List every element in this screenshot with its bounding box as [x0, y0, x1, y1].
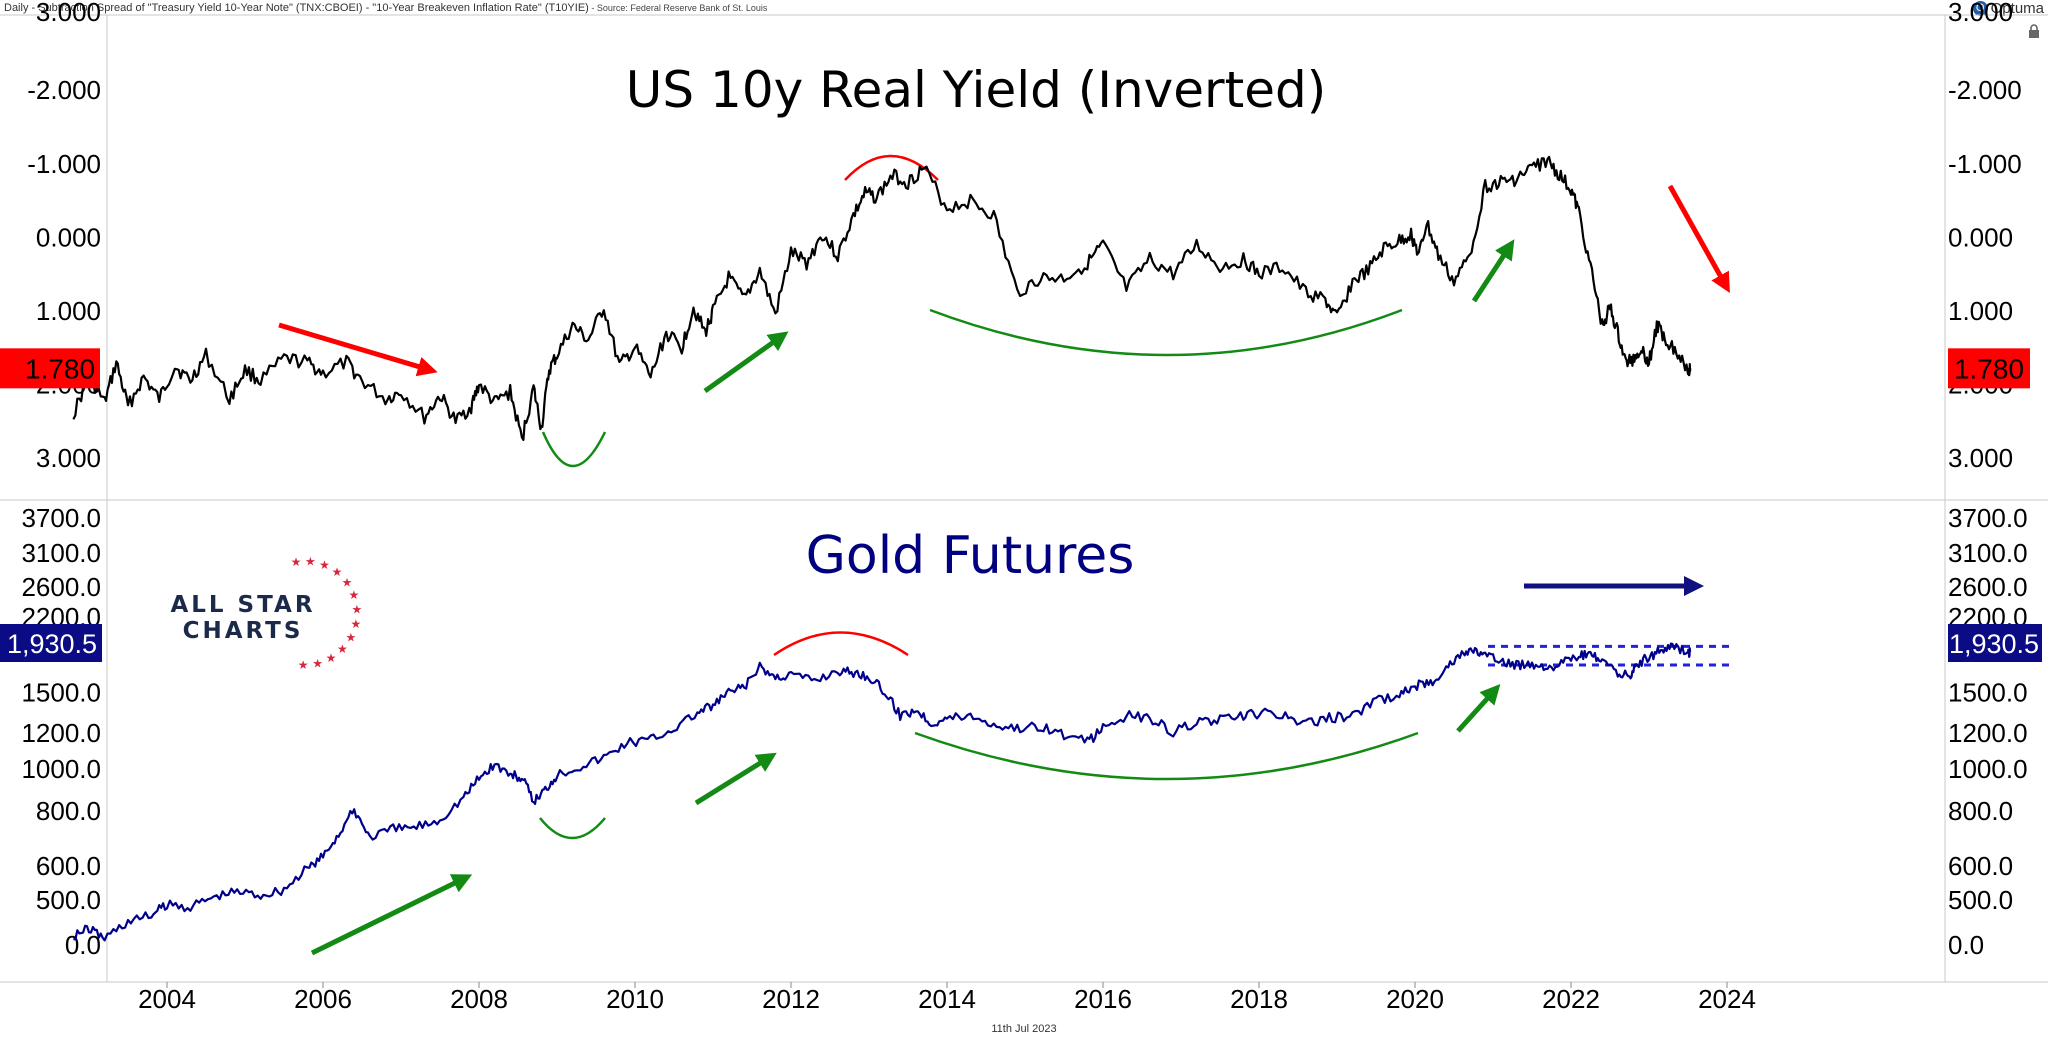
x-tick-label: 2012 — [762, 984, 820, 1014]
yield-tag-left-bg — [0, 348, 100, 389]
footer-date: 11th Jul 2023 — [991, 1023, 1057, 1035]
trend-arrow — [1471, 239, 1515, 303]
bottom-y-tick-right: 1000.0 — [1948, 754, 2028, 784]
optuma-brand: O Optuma — [1972, 0, 2044, 17]
trend-arrow — [310, 874, 473, 956]
trend-arrow — [694, 752, 777, 806]
bottom-y-tick-right: 0.0 — [1948, 930, 1984, 960]
lock-icon[interactable] — [2028, 24, 2040, 38]
top-y-tick-right: 0.000 — [1948, 223, 2013, 253]
top-y-tick-right: 1.000 — [1948, 296, 2013, 326]
chart-source: - Source: Federal Reserve Bank of St. Lo… — [588, 3, 768, 13]
logo-star: ★ — [346, 630, 357, 644]
top-y-tick-left: -1.000 — [27, 149, 101, 179]
logo-star: ★ — [291, 555, 302, 569]
x-axis: 2004 2006 2008 2010 2012 2014 2016 2018 2020 2022… — [138, 982, 1756, 1014]
top-y-tick-left: 3.000 — [36, 443, 101, 473]
logo-line2: CHARTS — [183, 618, 304, 644]
top-y-tick-left: -2.000 — [27, 75, 101, 105]
logo-star: ★ — [350, 617, 361, 631]
top-y-tick-right: 3.000 — [1948, 443, 2013, 473]
x-tick-label: 2022 — [1542, 984, 1600, 1014]
bottom-y-tick-left: 0.0 — [65, 930, 101, 960]
price-tags: 1.780 1.780 1,930.5 1,930.5 — [0, 348, 2042, 662]
gold-tag-right-bg — [1948, 624, 2042, 662]
top-y-tick-right: 3.000 — [1948, 0, 2013, 27]
top-y-tick-left: 3.000 — [36, 0, 101, 27]
x-tick-label: 2018 — [1230, 984, 1288, 1014]
all-star-charts-logo: ★ ★ ★★★★★★★★★★★ ALL STAR CHARTS — [170, 554, 362, 672]
bracket-arc — [539, 817, 606, 840]
bracket-arc — [929, 308, 1403, 357]
trend-arrow — [703, 331, 789, 394]
bottom-y-axis-right: 0.0500.0600.0800.01000.01200.01500.02200… — [1948, 503, 2028, 960]
bottom-y-tick-left: 3100.0 — [21, 538, 101, 568]
logo-star: ★ — [312, 656, 323, 670]
bottom-y-tick-left: 3700.0 — [21, 503, 101, 533]
bottom-y-tick-right: 500.0 — [1948, 885, 2013, 915]
chart-description: Daily - Subtraction Spread of "Treasury … — [4, 2, 589, 14]
bottom-y-tick-left: 2600.0 — [21, 572, 101, 602]
trend-arrow — [278, 322, 438, 377]
bracket-arc — [541, 431, 607, 467]
x-tick-label: 2020 — [1386, 984, 1444, 1014]
logo-star: ★ — [298, 658, 309, 672]
top-y-tick-right: -1.000 — [1948, 149, 2022, 179]
trend-arrow — [1456, 684, 1501, 733]
logo-star: ★ — [351, 602, 362, 616]
gold-tag-right: 1,930.5 — [1949, 629, 2039, 659]
optuma-logo-icon: O — [1972, 1, 1988, 16]
bottom-y-tick-left: 600.0 — [36, 851, 101, 881]
top-y-tick-left: 0.000 — [36, 223, 101, 253]
bottom-y-tick-left: 1000.0 — [21, 754, 101, 784]
x-tick-label: 2016 — [1074, 984, 1132, 1014]
bottom-y-tick-right: 3700.0 — [1948, 503, 2028, 533]
bottom-y-tick-right: 1500.0 — [1948, 678, 2028, 708]
yield-tag-right: 1.780 — [1954, 353, 2024, 384]
logo-star: ★ — [326, 651, 337, 665]
bracket-arc — [773, 631, 909, 657]
bottom-chart-title: Gold Futures — [806, 526, 1135, 586]
real-yield-series-line — [72, 155, 1692, 441]
gold-tag-left-bg — [0, 624, 102, 662]
bottom-y-tick-left: 1500.0 — [21, 678, 101, 708]
bottom-y-tick-left: 800.0 — [36, 796, 101, 826]
trend-arrow — [1667, 184, 1730, 293]
bottom-y-tick-right: 1200.0 — [1948, 718, 2028, 748]
bottom-y-tick-right: 800.0 — [1948, 796, 2013, 826]
bottom-y-tick-right: 3100.0 — [1948, 538, 2028, 568]
x-tick-label: 2014 — [918, 984, 976, 1014]
logo-star: ★ — [305, 554, 316, 568]
bottom-y-tick-right: 600.0 — [1948, 851, 2013, 881]
x-tick-label: 2024 — [1698, 984, 1756, 1014]
x-tick-label: 2008 — [450, 984, 508, 1014]
bottom-y-tick-left: 500.0 — [36, 885, 101, 915]
bracket-arc — [914, 731, 1419, 781]
logo-star: ★ — [319, 558, 330, 572]
bottom-y-tick-left: 1200.0 — [21, 718, 101, 748]
gold-tag-left: 1,930.5 — [7, 629, 97, 659]
gold-series-line — [73, 642, 1692, 942]
logo-star: ★ — [348, 588, 359, 602]
yield-tag-left: 1.780 — [25, 353, 95, 384]
logo-star: ★ — [342, 575, 353, 589]
x-tick-label: 2006 — [294, 984, 352, 1014]
logo-star: ★ — [337, 642, 348, 656]
bottom-y-axis-left: 0.0500.0600.0800.01000.01200.01500.02200… — [21, 503, 101, 960]
yield-tag-right-bg — [1948, 348, 2030, 389]
top-y-tick-left: 1.000 — [36, 296, 101, 326]
bottom-y-tick-right: 2600.0 — [1948, 572, 2028, 602]
logo-stars: ★ ★ ★★★★★★★★★★★ — [291, 554, 363, 672]
x-tick-label: 2010 — [606, 984, 664, 1014]
top-chart-title: US 10y Real Yield (Inverted) — [626, 61, 1326, 119]
x-tick-label: 2004 — [138, 984, 196, 1014]
brand-name: Optuma — [1990, 0, 2044, 17]
logo-star: ★ — [332, 565, 343, 579]
logo-line1: ALL STAR — [170, 592, 315, 618]
chart-header: Daily - Subtraction Spread of "Treasury … — [4, 2, 767, 14]
top-y-tick-right: -2.000 — [1948, 75, 2022, 105]
